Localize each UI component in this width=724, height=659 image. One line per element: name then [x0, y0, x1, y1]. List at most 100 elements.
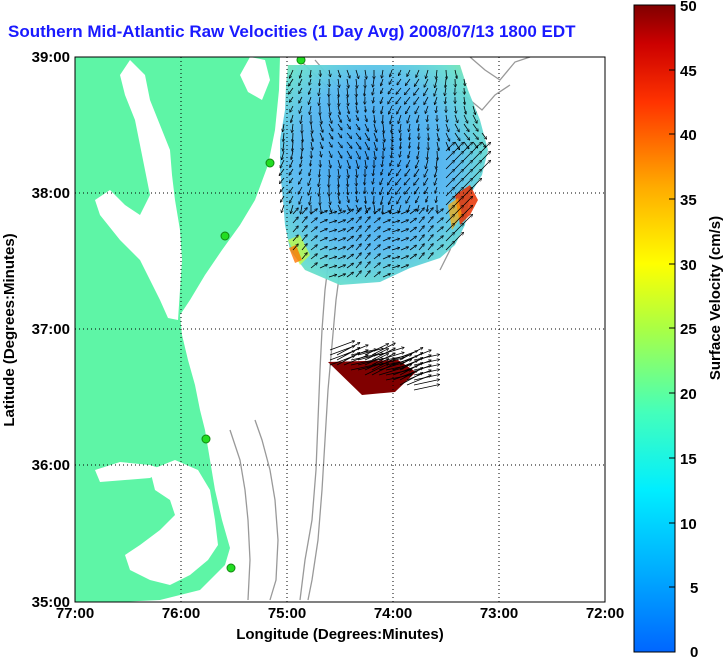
- velocity-arrow: [364, 150, 368, 159]
- velocity-arrow: [472, 132, 478, 139]
- colorbar-ticks: [669, 4, 675, 588]
- velocity-arrow: [337, 256, 345, 260]
- velocity-arrow: [399, 373, 423, 386]
- velocity-arrow: [355, 159, 359, 169]
- velocity-arrow: [389, 195, 393, 204]
- velocity-arrow: [436, 218, 443, 224]
- velocity-arrow: [346, 114, 350, 121]
- velocity-arrow: [445, 141, 449, 150]
- velocity-arrow: [406, 105, 411, 114]
- velocity-arrow: [400, 150, 402, 157]
- velocity-arrow: [310, 218, 317, 224]
- velocity-arrow: [463, 169, 472, 179]
- velocity-arrow: [409, 236, 416, 242]
- velocity-arrow: [355, 253, 361, 260]
- velocity-arrow: [427, 217, 433, 224]
- velocity-arrow: [454, 132, 460, 141]
- velocity-arrow: [337, 238, 345, 242]
- velocity-arrow: [425, 105, 429, 113]
- velocity-arrow: [337, 229, 345, 233]
- x-tick-label: 76:00: [162, 605, 200, 622]
- velocity-arrow: [319, 87, 320, 96]
- velocity-arrow: [416, 159, 420, 168]
- velocity-arrow: [472, 178, 481, 188]
- velocity-arrow: [437, 150, 438, 160]
- velocity-arrow: [418, 217, 424, 224]
- velocity-edge-yellow: [288, 235, 310, 265]
- velocity-arrow: [364, 349, 388, 361]
- velocity-arrow: [397, 78, 402, 85]
- velocity-arrow: [311, 141, 313, 150]
- velocity-arrow: [328, 275, 337, 278]
- colorbar-tick-label: 0: [690, 644, 698, 659]
- radar-site-marker: [220, 231, 230, 241]
- velocity-arrow: [337, 123, 342, 130]
- velocity-arrow: [381, 105, 384, 114]
- plot-frame: [74, 56, 606, 603]
- velocity-arrow: [328, 204, 332, 212]
- velocity-edge-orange: [289, 245, 302, 263]
- velocity-arrow: [454, 169, 463, 179]
- velocity-arrow: [319, 186, 320, 196]
- velocity-arrow: [454, 205, 463, 215]
- velocity-arrow: [329, 69, 330, 77]
- velocity-arrow: [319, 96, 320, 105]
- velocity-arrow: [424, 177, 429, 185]
- velocity-arrow: [380, 177, 384, 185]
- y-tick-label: 35:00: [32, 594, 70, 611]
- velocity-arrow: [356, 105, 358, 113]
- velocity-arrow: [385, 360, 412, 366]
- velocity-arrow: [434, 177, 438, 185]
- velocity-arrow: [281, 204, 285, 213]
- velocity-arrow: [336, 348, 360, 361]
- velocity-arrow: [364, 208, 370, 215]
- velocity-arrow: [292, 123, 293, 132]
- velocity-arrow: [301, 204, 303, 214]
- velocity-arrow: [436, 105, 437, 113]
- velocity-arrow: [382, 238, 390, 242]
- velocity-arrow: [319, 229, 327, 233]
- velocity-arrow: [472, 142, 481, 152]
- velocity-arrow: [454, 187, 463, 197]
- velocity-vectors: [279, 69, 490, 391]
- velocity-arrow: [371, 353, 395, 366]
- velocity-arrow: [338, 168, 339, 178]
- velocity-arrow: [373, 177, 375, 184]
- velocity-arrow: [355, 244, 361, 251]
- velocity-arrow: [289, 87, 294, 94]
- velocity-arrow: [319, 211, 327, 215]
- velocity-arrow: [463, 151, 472, 161]
- velocity-arrow: [445, 96, 446, 104]
- velocity-arrow: [328, 141, 332, 147]
- velocity-arrow: [291, 114, 294, 122]
- velocity-arrow: [309, 78, 311, 85]
- velocity-arrow: [435, 96, 438, 104]
- velocity-arrow: [301, 217, 307, 224]
- velocity-arrow: [357, 363, 383, 371]
- velocity-arrow: [346, 141, 352, 148]
- velocity-arrow: [418, 226, 424, 233]
- velocity-arrow: [391, 257, 400, 260]
- velocity-arrow: [415, 105, 420, 114]
- velocity-arrow: [406, 159, 411, 167]
- velocity-arrow: [364, 217, 370, 224]
- velocity-arrow: [364, 359, 388, 371]
- velocity-arrow: [436, 245, 443, 251]
- velocity-arrow: [346, 227, 353, 233]
- velocity-arrow: [472, 160, 481, 170]
- velocity-arrow: [382, 229, 390, 233]
- velocity-arrow: [382, 265, 390, 269]
- velocity-arrow: [463, 214, 472, 224]
- velocity-arrow: [355, 217, 361, 224]
- velocity-arrow: [364, 271, 370, 278]
- velocity-arrow: [337, 247, 345, 251]
- velocity-arrow: [385, 365, 412, 371]
- velocity-arrow: [454, 141, 460, 150]
- radar-site-marker: [226, 563, 236, 573]
- velocity-arrow: [463, 160, 472, 170]
- velocity-arrow: [445, 87, 446, 96]
- velocity-arrow: [301, 253, 307, 260]
- velocity-arrow: [406, 195, 411, 203]
- velocity-patch-south: [328, 360, 416, 395]
- velocity-arrow: [391, 150, 392, 158]
